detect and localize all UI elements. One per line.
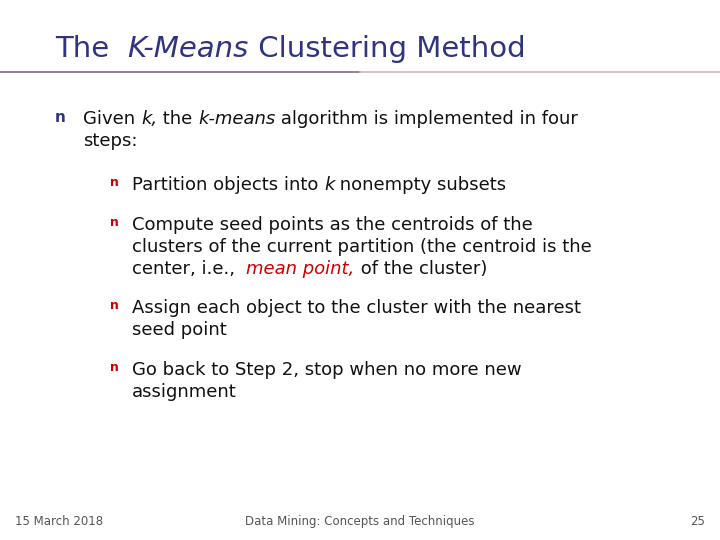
Text: mean point,: mean point, xyxy=(246,260,355,278)
Text: Assign each object to the cluster with the nearest: Assign each object to the cluster with t… xyxy=(132,299,581,317)
Text: K-Means: K-Means xyxy=(127,35,249,63)
Text: n: n xyxy=(55,110,66,125)
Text: 25: 25 xyxy=(690,515,705,528)
Text: the: the xyxy=(157,110,198,128)
Text: The: The xyxy=(55,35,127,63)
Text: clusters of the current partition (the centroid is the: clusters of the current partition (the c… xyxy=(132,238,592,255)
Text: of the cluster): of the cluster) xyxy=(355,260,487,278)
Text: assignment: assignment xyxy=(132,383,237,401)
Text: Go back to Step 2, stop when no more new: Go back to Step 2, stop when no more new xyxy=(132,361,521,379)
Text: k,: k, xyxy=(141,110,157,128)
Text: seed point: seed point xyxy=(132,321,227,339)
Text: Clustering Method: Clustering Method xyxy=(249,35,526,63)
Text: n: n xyxy=(110,176,119,189)
Text: center, i.e.,: center, i.e., xyxy=(132,260,246,278)
Text: n: n xyxy=(110,299,119,312)
Text: nonempty subsets: nonempty subsets xyxy=(335,176,507,194)
Text: Given: Given xyxy=(83,110,141,128)
Text: k: k xyxy=(324,176,335,194)
Text: algorithm is implemented in four: algorithm is implemented in four xyxy=(275,110,578,128)
Text: 15 March 2018: 15 March 2018 xyxy=(15,515,103,528)
Text: steps:: steps: xyxy=(83,132,138,150)
Text: k-means: k-means xyxy=(198,110,275,128)
Text: Partition objects into: Partition objects into xyxy=(132,176,324,194)
Text: n: n xyxy=(110,215,119,228)
Text: Compute seed points as the centroids of the: Compute seed points as the centroids of … xyxy=(132,215,533,234)
Text: n: n xyxy=(110,361,119,374)
Text: Data Mining: Concepts and Techniques: Data Mining: Concepts and Techniques xyxy=(246,515,474,528)
